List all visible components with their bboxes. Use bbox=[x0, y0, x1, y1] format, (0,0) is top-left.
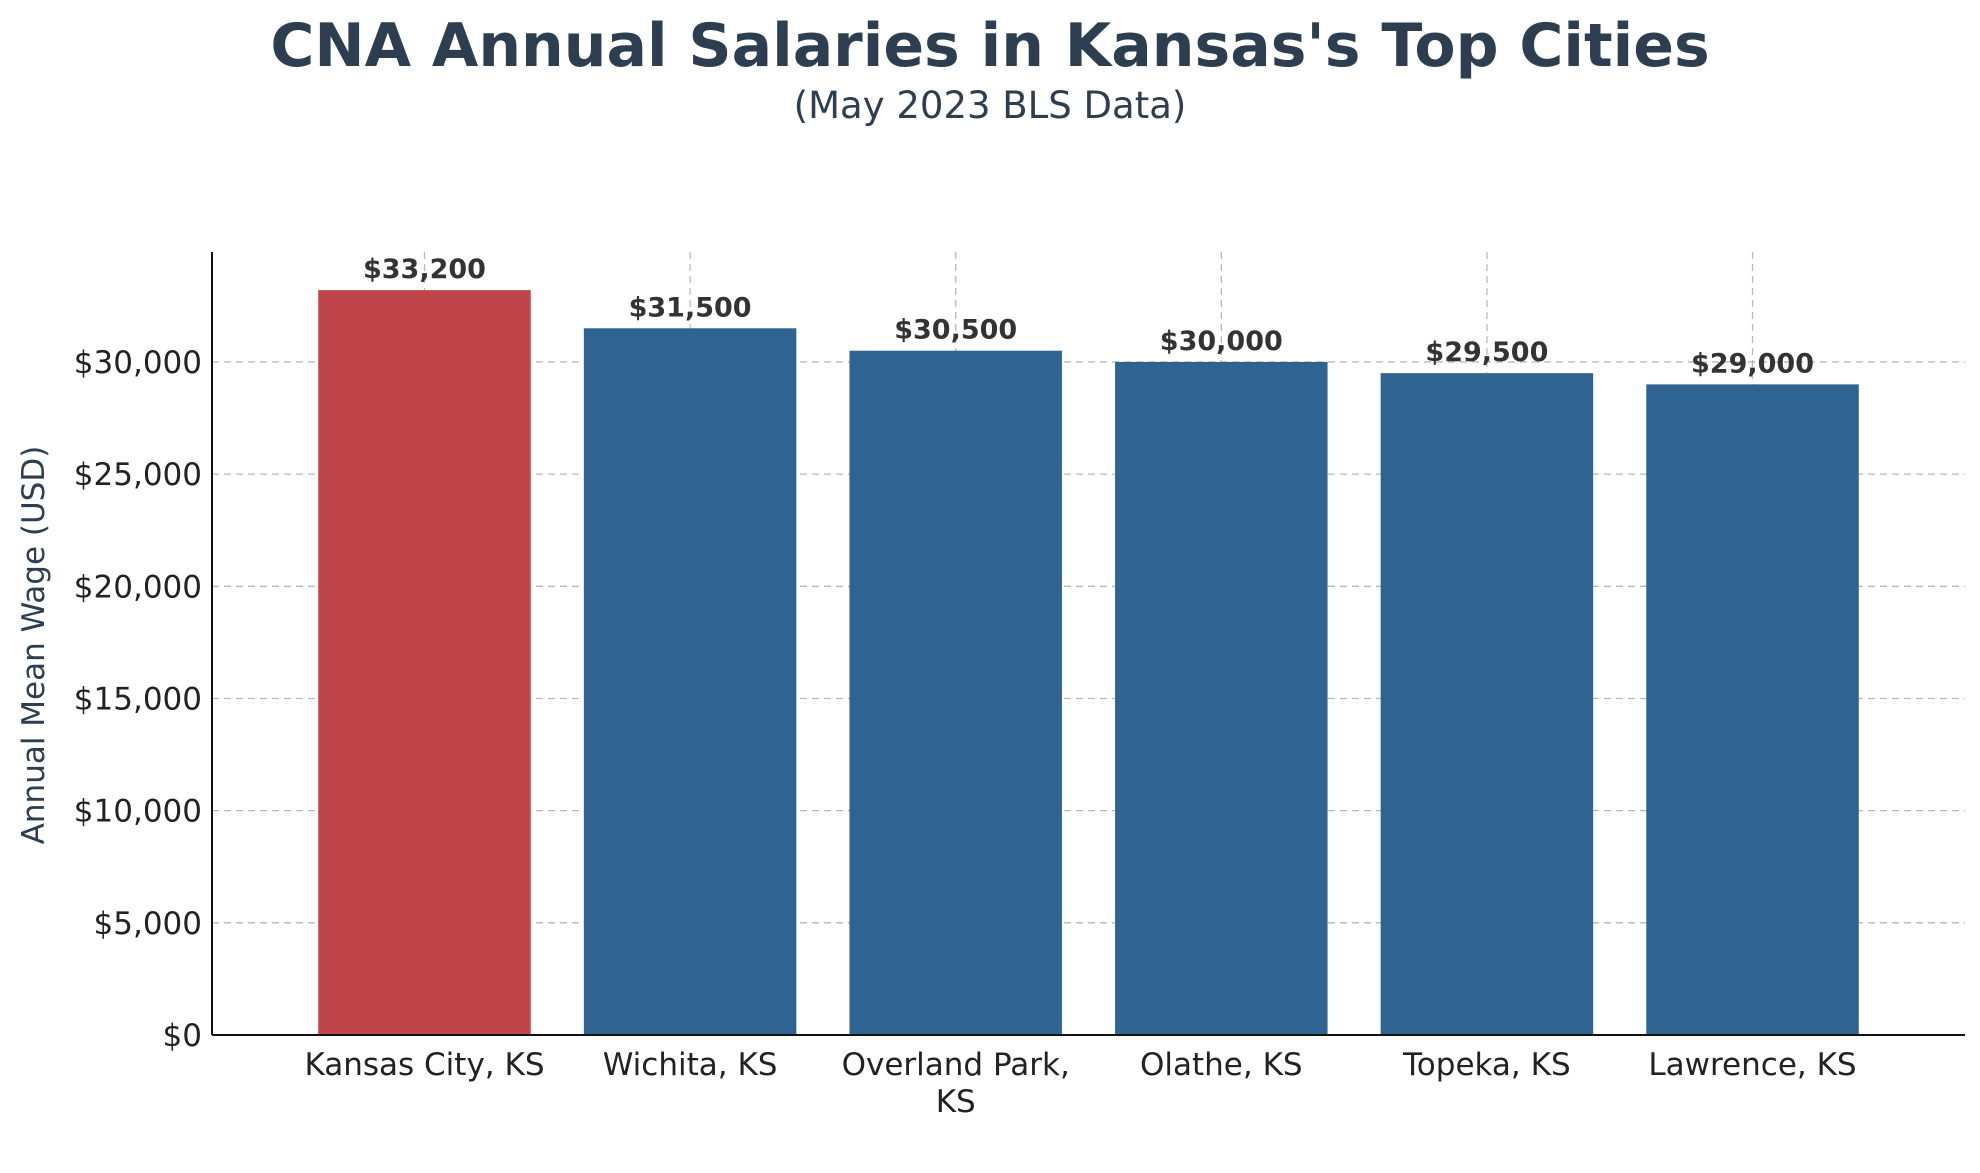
y-tick-label-0: $0 bbox=[163, 1018, 202, 1054]
x-ticks: Kansas City, KS Wichita, KS Overland Park,… bbox=[304, 1047, 1856, 1120]
x-tick-label-5: Lawrence, KS bbox=[1648, 1047, 1856, 1083]
y-ticks: $0 $5,000 $10,000 $15,000 $20,000 $25,000 $30,… bbox=[74, 345, 202, 1054]
bars bbox=[318, 290, 1859, 1036]
bar-4 bbox=[1380, 373, 1594, 1035]
bar-1 bbox=[583, 328, 797, 1036]
bar-0 bbox=[318, 290, 531, 1036]
y-tick-label-4: $20,000 bbox=[74, 569, 202, 605]
bar-5 bbox=[1646, 384, 1859, 1035]
x-tick-label-3: Olathe, KS bbox=[1140, 1047, 1303, 1083]
x-tick-label-1: Wichita, KS bbox=[603, 1047, 778, 1083]
x-tick-label-2: Overland Park, bbox=[842, 1047, 1070, 1083]
bar-value-labels: $33,200 $31,500 $30,500 $30,000 $29,500 $29,0… bbox=[363, 254, 1814, 379]
bar-value-label-0: $33,200 bbox=[363, 254, 486, 285]
x-tick-label-0: Kansas City, KS bbox=[304, 1047, 544, 1083]
chart-subtitle: (May 2023 BLS Data) bbox=[794, 84, 1187, 127]
x-tick-label-4: Topeka, KS bbox=[1402, 1047, 1571, 1083]
axes bbox=[211, 252, 1965, 1036]
y-tick-label-2: $10,000 bbox=[74, 794, 202, 830]
x-tick-label-2-line-1: KS bbox=[936, 1084, 976, 1120]
bar-value-label-2: $30,500 bbox=[894, 315, 1017, 346]
y-tick-label-6: $30,000 bbox=[74, 345, 202, 381]
bar-value-label-5: $29,000 bbox=[1691, 348, 1814, 379]
chart-title: CNA Annual Salaries in Kansas's Top Citi… bbox=[270, 11, 1709, 81]
bar-3 bbox=[1115, 361, 1328, 1036]
bar-value-label-4: $29,500 bbox=[1425, 337, 1548, 368]
bar-value-label-1: $31,500 bbox=[629, 292, 752, 323]
y-tick-label-1: $5,000 bbox=[94, 906, 202, 942]
y-axis-label: Annual Mean Wage (USD) bbox=[16, 446, 52, 845]
y-tick-label-3: $15,000 bbox=[74, 681, 202, 717]
y-tick-label-5: $25,000 bbox=[74, 457, 202, 493]
bar-2 bbox=[849, 350, 1062, 1036]
bar-value-label-3: $30,000 bbox=[1160, 326, 1283, 357]
